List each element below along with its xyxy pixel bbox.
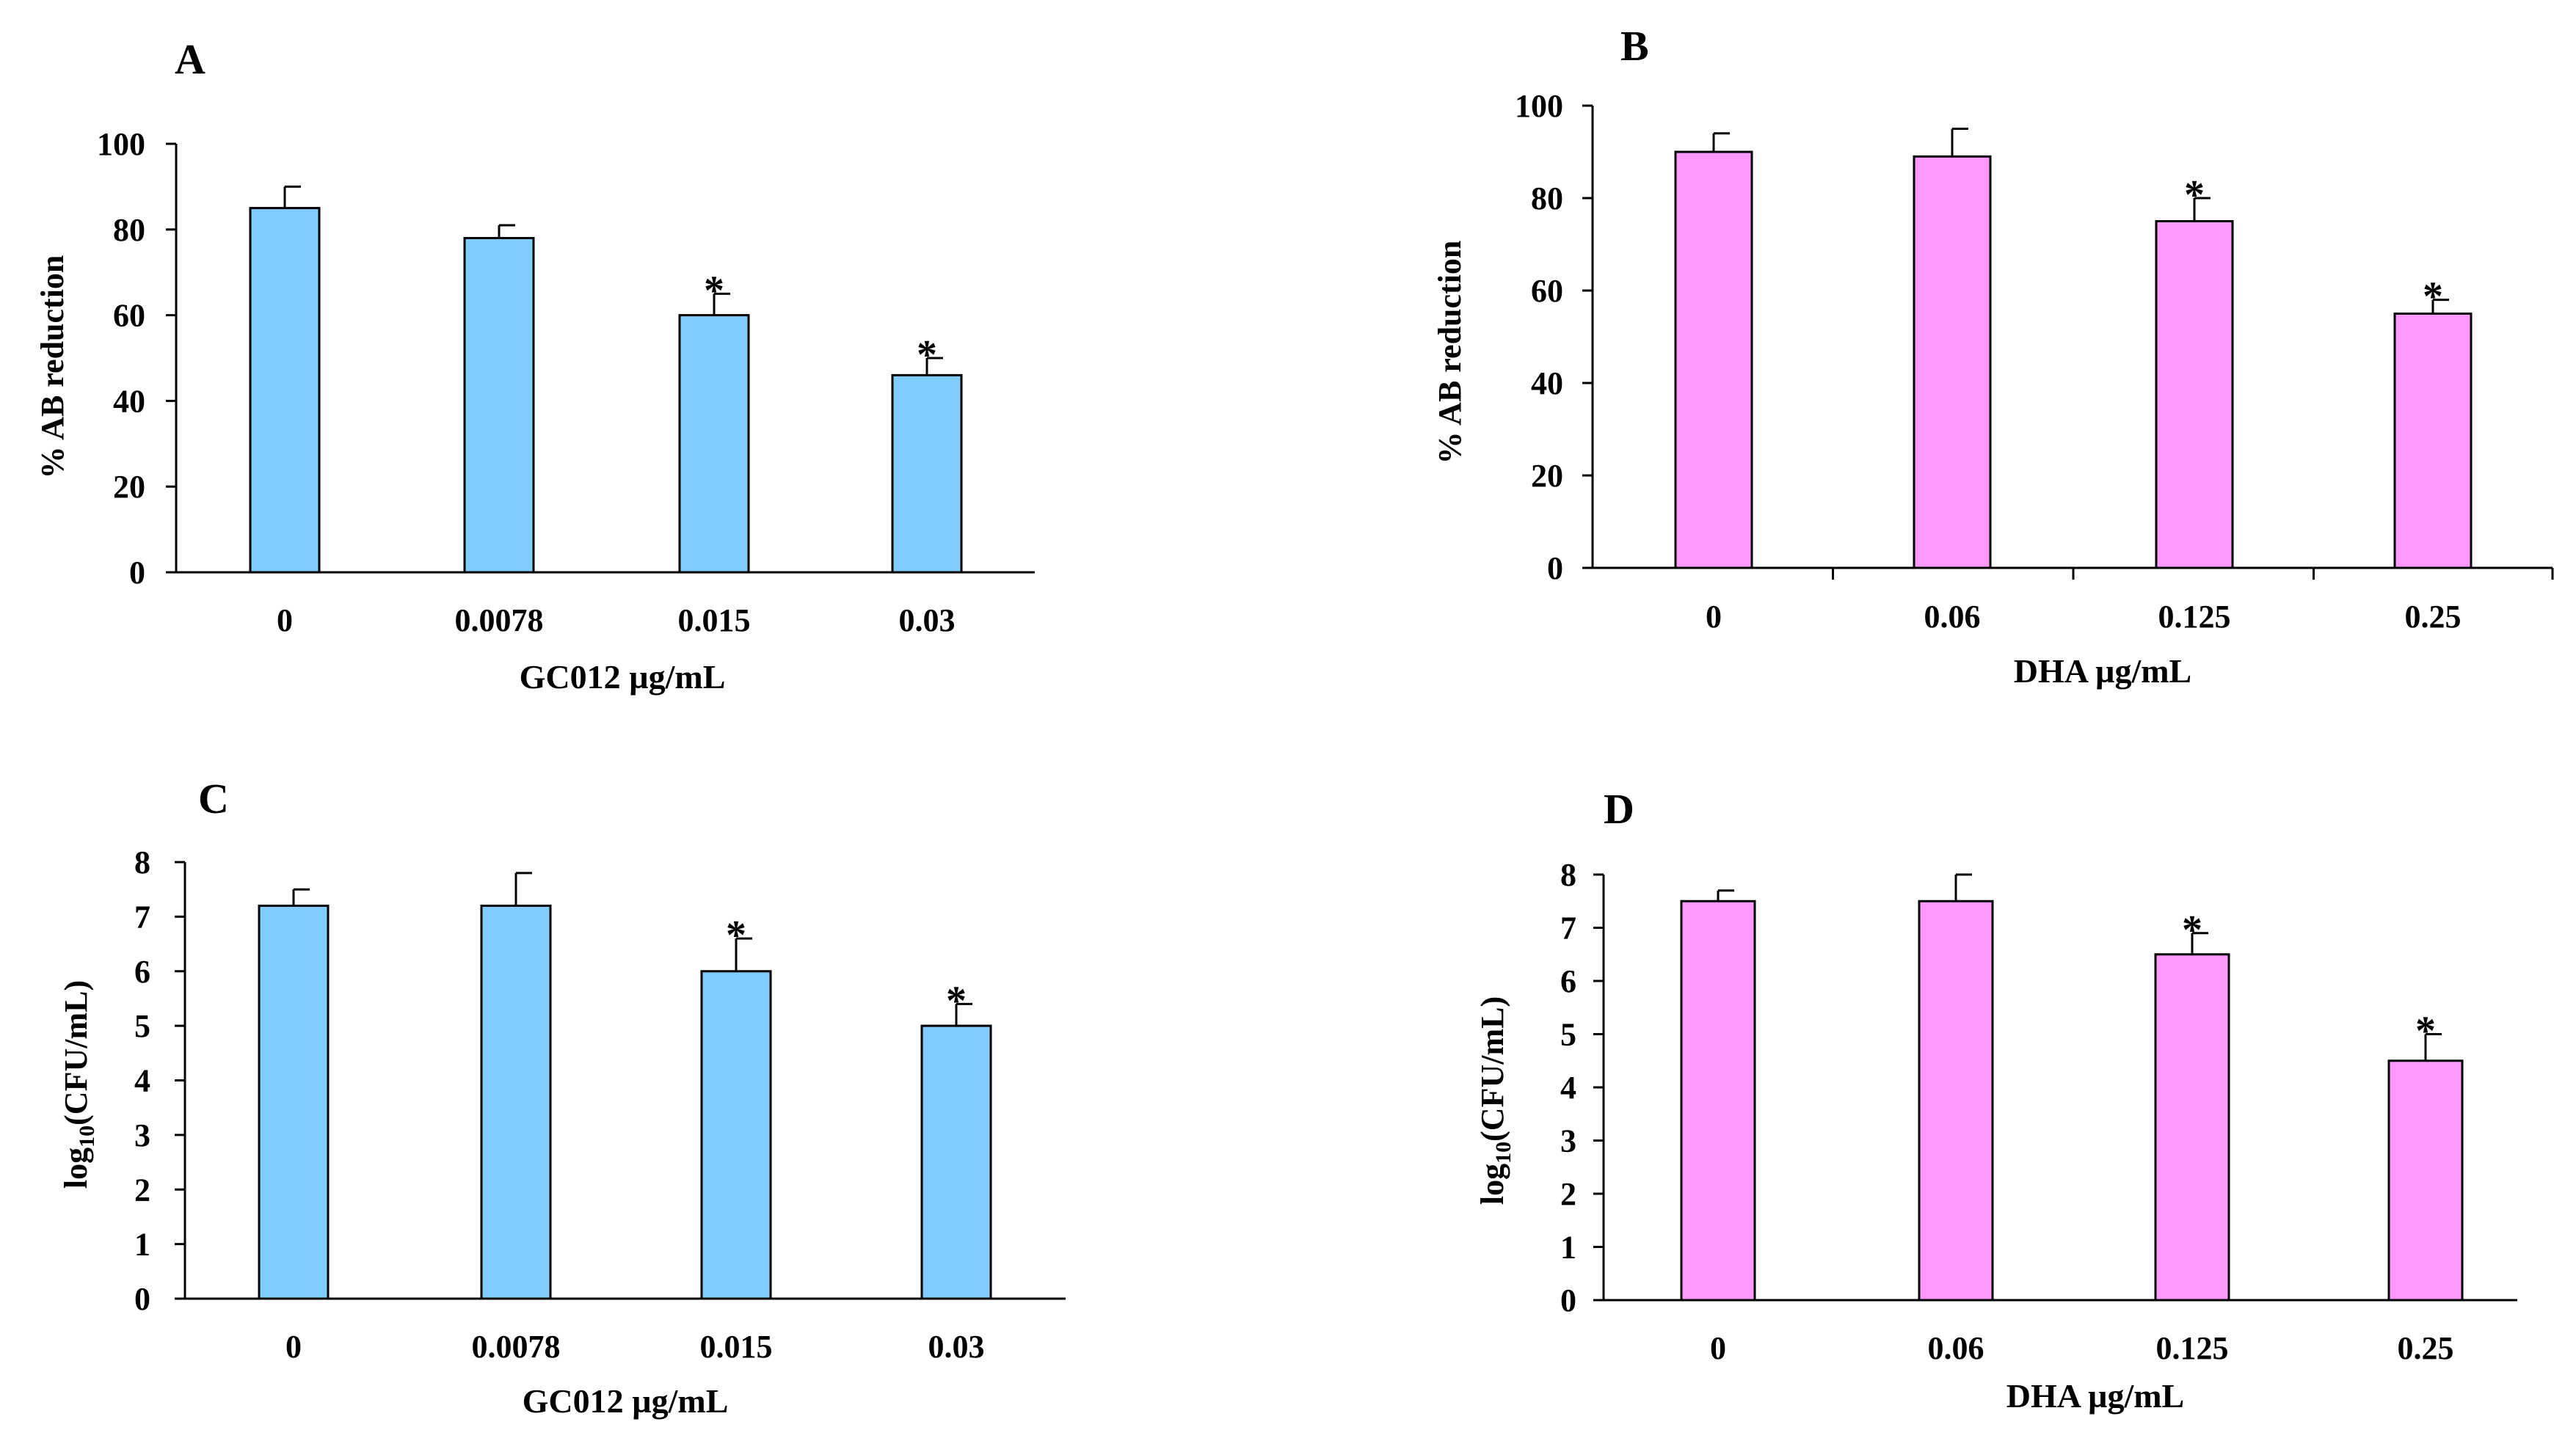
panel-b-category-label: 0.06	[1924, 599, 1981, 635]
panel-b-letter: B	[1620, 22, 1649, 70]
panel-c-bar	[258, 905, 330, 1300]
panel-b-bar	[2155, 220, 2234, 569]
panel-a-y-tick-label: 20	[113, 469, 145, 505]
panel-c-y-tick-label: 7	[134, 899, 150, 935]
panel-a-bar	[891, 373, 963, 574]
panel-b-y-tick-label: 40	[1531, 365, 1563, 401]
panel-a: A GC012 µg/mL % AB reduction 0 20 40 60 80 10…	[34, 35, 1035, 696]
panel-c-bar	[480, 905, 552, 1300]
panel-d-y-tick-label: 2	[1560, 1176, 1576, 1212]
panel-a-category-label: 0.03	[899, 602, 956, 638]
panel-d-y-tick-label: 8	[1560, 857, 1576, 893]
panel-c-y-tick-label: 8	[134, 844, 150, 880]
panel-d-y-tick-label: 6	[1560, 963, 1576, 999]
panel-a-y-tick-label: 0	[129, 555, 145, 591]
panel-c-y-tick-label: 5	[134, 1008, 150, 1044]
panel-b-x-axis-label: DHA µg/mL	[2014, 652, 2191, 690]
panel-d-letter: D	[1604, 785, 1634, 833]
panel-a-y-tick-label: 80	[113, 212, 145, 248]
panel-d: D DHA µg/mL log10(CFU/mL) 0 1 2 3 4 5 6 7 8 0 0.06…	[1474, 785, 2517, 1415]
panel-c-y-axis-label: log10(CFU/mL)	[58, 980, 99, 1189]
panel-c-significance-marker: *	[946, 978, 967, 1024]
panel-c-letter: C	[198, 775, 229, 822]
panel-b-bar	[1674, 150, 1753, 569]
panel-c-y-tick-label: 6	[134, 954, 150, 990]
panel-b: B DHA µg/mL % AB reduction 0 20 40 60 80 100 0…	[1432, 22, 2554, 690]
panel-b-y-axis-label: % AB reduction	[1432, 241, 1468, 464]
panel-b-bar	[2393, 313, 2473, 569]
panel-d-category-label: 0	[1710, 1330, 1726, 1366]
panel-a-y-axis-label: % AB reduction	[34, 255, 70, 479]
panel-b-category-label: 0.125	[2158, 599, 2231, 635]
panel-d-category-label: 0.25	[2398, 1330, 2454, 1366]
panel-a-significance-marker: *	[917, 332, 937, 378]
panel-b-y-tick-label: 0	[1547, 550, 1563, 586]
panel-a-letter: A	[175, 35, 205, 83]
panel-c-category-label: 0.0078	[472, 1329, 561, 1365]
panel-a-category-label: 0	[277, 602, 293, 638]
panel-d-significance-marker: *	[2182, 908, 2202, 953]
panel-c-y-tick-label: 2	[134, 1172, 150, 1208]
panel-b-y-tick-label: 60	[1531, 273, 1563, 309]
panel-d-category-label: 0.125	[2156, 1330, 2229, 1366]
panel-d-bar	[1680, 900, 1756, 1302]
panel-a-bar	[678, 314, 750, 574]
panel-c-y-tick-label: 0	[134, 1281, 150, 1317]
panel-c-category-label: 0.015	[700, 1329, 773, 1365]
panel-d-y-axis-label: log10(CFU/mL)	[1474, 996, 1516, 1205]
panel-a-category-label: 0.015	[678, 602, 751, 638]
panel-d-x-axis-label: DHA µg/mL	[2006, 1377, 2184, 1415]
panel-d-y-tick-label: 7	[1560, 911, 1576, 946]
panel-c-category-label: 0	[285, 1329, 302, 1365]
panel-c-category-label: 0.03	[928, 1329, 985, 1365]
panel-d-category-label: 0.06	[1928, 1330, 1984, 1366]
panel-c-x-axis-label: GC012 µg/mL	[523, 1382, 729, 1420]
panel-d-y-tick-label: 1	[1560, 1230, 1576, 1266]
panel-a-significance-marker: *	[704, 268, 724, 313]
panel-d-bar	[1918, 900, 1994, 1302]
panel-a-y-tick-label: 60	[113, 298, 145, 334]
panel-b-significance-marker: *	[2423, 274, 2443, 320]
panel-d-y-tick-label: 5	[1560, 1017, 1576, 1053]
panel-a-y-tick-label: 100	[97, 126, 145, 162]
panel-d-y-tick-label: 4	[1560, 1070, 1576, 1106]
panel-b-y-tick-label: 100	[1515, 88, 1563, 124]
panel-d-bar	[2154, 953, 2230, 1302]
panel-a-category-label: 0.0078	[455, 602, 544, 638]
panel-b-category-label: 0.25	[2405, 599, 2462, 635]
panel-b-category-label: 0	[1706, 599, 1722, 635]
panel-b-y-tick-label: 20	[1531, 458, 1563, 494]
panel-b-y-tick-label: 80	[1531, 180, 1563, 216]
panel-c-significance-marker: *	[726, 913, 746, 958]
panel-c: C GC012 µg/mL log10(CFU/mL) 0 1 2 3 4 5 6 7 8 0 0.…	[58, 775, 1066, 1420]
panel-d-significance-marker: *	[2415, 1009, 2436, 1054]
panel-c-y-tick-label: 3	[134, 1117, 150, 1153]
panel-b-bar	[1913, 155, 1992, 569]
panel-b-significance-marker: *	[2184, 172, 2205, 218]
panel-d-y-tick-label: 0	[1560, 1283, 1576, 1318]
panel-c-y-tick-label: 4	[134, 1063, 150, 1099]
panel-c-y-tick-label: 1	[134, 1227, 150, 1263]
panel-c-bar	[920, 1024, 992, 1300]
panel-d-bar	[2387, 1059, 2464, 1302]
panel-a-x-axis-label: GC012 µg/mL	[520, 658, 726, 696]
panel-d-y-tick-label: 3	[1560, 1123, 1576, 1159]
panel-c-bar	[700, 970, 772, 1300]
panel-a-bar	[463, 236, 535, 574]
panel-a-y-tick-label: 40	[113, 383, 145, 419]
panel-a-bar	[249, 207, 321, 574]
